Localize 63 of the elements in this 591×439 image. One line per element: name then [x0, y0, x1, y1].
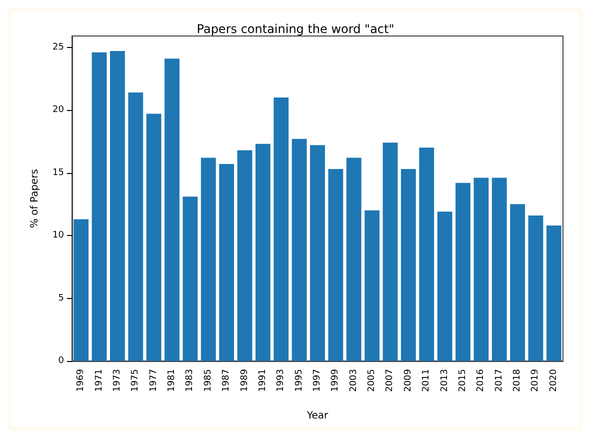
bar	[128, 92, 144, 361]
x-tick-label: 1999	[330, 368, 341, 392]
x-tick-label: 1989	[240, 368, 250, 392]
y-tick-label: 20	[52, 105, 64, 116]
bar	[310, 145, 325, 361]
x-axis-title: Year	[306, 410, 329, 422]
x-tick-label: 2018	[512, 368, 523, 392]
bar	[382, 142, 398, 361]
x-tick-label: 2005	[367, 369, 378, 392]
bar	[237, 150, 252, 361]
bar	[437, 212, 452, 361]
y-tick-label: 0	[58, 356, 64, 366]
x-tick-label: 2015	[458, 369, 468, 392]
x-tick-label: 1971	[94, 369, 104, 392]
x-tick-label: 2009	[403, 368, 414, 392]
bar	[419, 148, 434, 361]
x-tick-label: 1969	[76, 368, 86, 392]
y-tick-label: 10	[52, 230, 64, 241]
x-tick-label: 2020	[548, 368, 559, 392]
chart-title: Papers containing the word "act"	[196, 22, 394, 36]
x-tick-label: 1975	[130, 369, 141, 392]
bar	[74, 219, 89, 361]
x-tick-label: 2017	[494, 369, 504, 392]
x-tick-label: 1977	[148, 369, 159, 392]
x-tick-label: 1993	[276, 369, 286, 392]
bar	[200, 158, 216, 361]
x-tick-label: 1973	[112, 369, 122, 392]
bar	[274, 97, 289, 361]
y-axis-title: % of Papers	[30, 168, 40, 228]
x-tick-label: 1995	[294, 369, 304, 392]
bar	[346, 158, 362, 361]
x-tick-label: 2013	[440, 369, 450, 392]
bar	[364, 210, 380, 361]
bar	[492, 178, 507, 361]
bar	[92, 52, 107, 361]
bar	[400, 169, 416, 361]
bar	[328, 169, 344, 361]
bar	[510, 204, 525, 361]
x-tick-label: 1987	[222, 369, 232, 392]
x-tick-label: 1983	[185, 369, 196, 392]
x-tick-label: 2011	[422, 369, 432, 392]
x-tick-label: 2019	[530, 368, 541, 392]
bar	[456, 182, 470, 361]
x-tick-label: 2003	[348, 369, 359, 392]
bar	[528, 215, 544, 361]
bar	[546, 225, 562, 361]
x-tick-label: 1981	[167, 369, 178, 392]
bar	[182, 196, 198, 361]
bar	[255, 144, 270, 361]
x-tick-label: 1997	[312, 369, 322, 392]
y-tick-label: 5	[58, 293, 64, 304]
bar	[219, 164, 234, 361]
x-tick-label: 1985	[203, 369, 214, 392]
x-tick-label: 2007	[385, 369, 396, 392]
x-tick-label: 1991	[258, 369, 268, 392]
bar	[292, 138, 307, 361]
bar	[474, 178, 489, 361]
bar	[110, 51, 125, 361]
y-tick-label: 15	[52, 168, 64, 178]
bar	[146, 114, 162, 361]
y-tick-label: 25	[52, 42, 64, 52]
x-tick-label: 2016	[476, 368, 486, 392]
bar	[164, 58, 180, 361]
